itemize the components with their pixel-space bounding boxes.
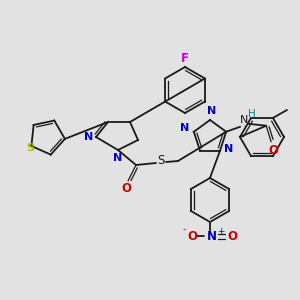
Text: -: -: [182, 224, 186, 234]
Text: O: O: [121, 182, 131, 196]
Text: N: N: [113, 153, 123, 163]
Text: O: O: [187, 230, 197, 242]
Text: O: O: [227, 230, 237, 242]
Text: H: H: [248, 109, 256, 119]
Text: N: N: [207, 230, 217, 242]
Text: N: N: [207, 106, 217, 116]
Text: N: N: [240, 115, 248, 125]
Text: F: F: [181, 52, 189, 65]
Text: N: N: [180, 123, 190, 133]
Text: O: O: [268, 144, 278, 157]
Text: S: S: [157, 154, 165, 167]
Text: +: +: [217, 226, 225, 236]
Text: S: S: [26, 143, 34, 153]
Text: N: N: [224, 144, 234, 154]
Text: N: N: [84, 132, 94, 142]
